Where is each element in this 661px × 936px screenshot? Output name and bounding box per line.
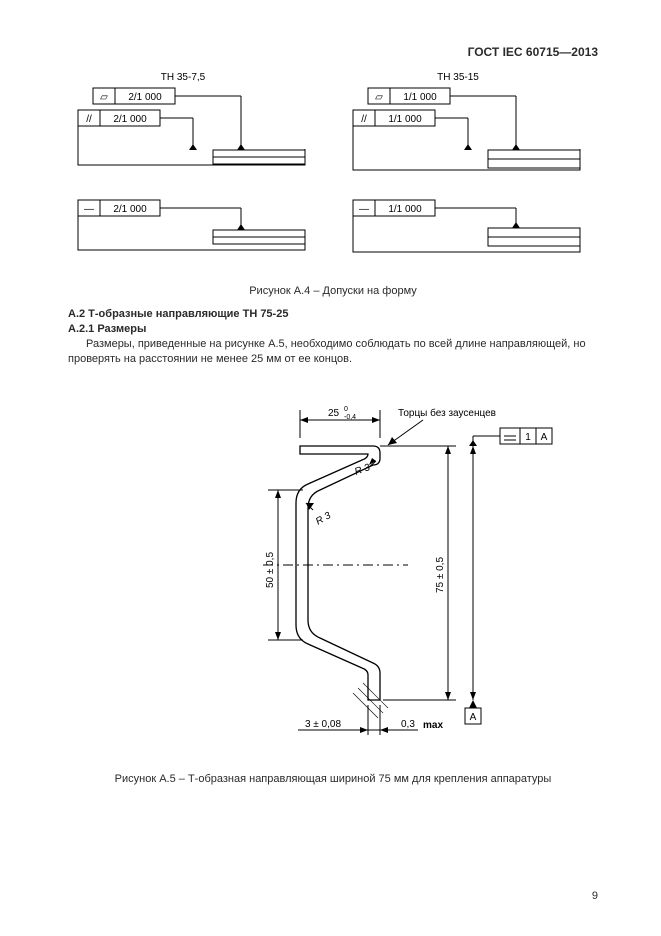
th-right-title: TH 35-15	[437, 72, 479, 83]
arrow-icon	[237, 144, 245, 150]
runout-datum: A	[541, 432, 548, 443]
caption-a5: Рисунок А.5 – Т-образная направляющая ши…	[68, 773, 598, 785]
note-top: Торцы без заусенцев	[398, 407, 496, 419]
dim-03: 0,3	[401, 719, 415, 730]
dim-25-sup: 0	[344, 406, 348, 413]
arrow-icon	[512, 144, 520, 150]
document-id: ГОСТ IEC 60715—2013	[468, 45, 598, 59]
dim-3: 3 ± 0,08	[305, 719, 342, 730]
heading-a21: А.2.1 Размеры	[68, 322, 598, 337]
caption-a4: Рисунок А.4 – Допуски на форму	[68, 285, 598, 297]
flatness-icon: ▱	[100, 92, 108, 103]
parallel-icon: //	[86, 114, 92, 125]
flatness-icon: ▱	[375, 92, 383, 103]
arrow-icon	[189, 144, 197, 150]
page-number: 9	[592, 890, 598, 902]
right-tol1: 1/1 000	[403, 92, 437, 103]
arrow-icon	[464, 144, 472, 150]
section-a2: А.2 Т-образные направляющие TH 75-25 А.2…	[68, 307, 598, 366]
runout-val: 1	[525, 432, 531, 443]
para-a21: Размеры, приведенные на рисунке А.5, нео…	[68, 337, 598, 367]
arrow-icon	[237, 224, 245, 230]
dim-25-sub: -0,4	[344, 414, 356, 421]
th-left-title: TH 35-7,5	[161, 72, 206, 83]
datum-a: A	[470, 712, 477, 723]
figure-a5: 25 0 -0,4 Торцы без заусенцев 1 A	[208, 390, 568, 760]
heading-a2: А.2 Т-образные направляющие TH 75-25	[68, 307, 598, 322]
arrow-icon	[512, 222, 520, 228]
parallel-icon: //	[361, 114, 367, 125]
left-tol2: 2/1 000	[113, 114, 147, 125]
r3-b: R 3	[314, 510, 333, 528]
dim-max: max	[423, 720, 443, 731]
r3-a: R 3	[353, 462, 372, 478]
dim-75: 75 ± 0,5	[435, 557, 446, 594]
right-tol3: 1/1 000	[388, 204, 422, 215]
left-tol3: 2/1 000	[113, 204, 147, 215]
straight-icon: —	[359, 204, 369, 215]
straight-icon: —	[84, 204, 94, 215]
right-tol2: 1/1 000	[388, 114, 422, 125]
figure-a4: TH 35-7,5 ▱ 2/1 000 // 2/1 000 —	[73, 70, 598, 280]
dim-25: 25	[328, 408, 340, 419]
left-tol1: 2/1 000	[128, 92, 162, 103]
dim-50: 50 ± 0,5	[265, 552, 276, 589]
